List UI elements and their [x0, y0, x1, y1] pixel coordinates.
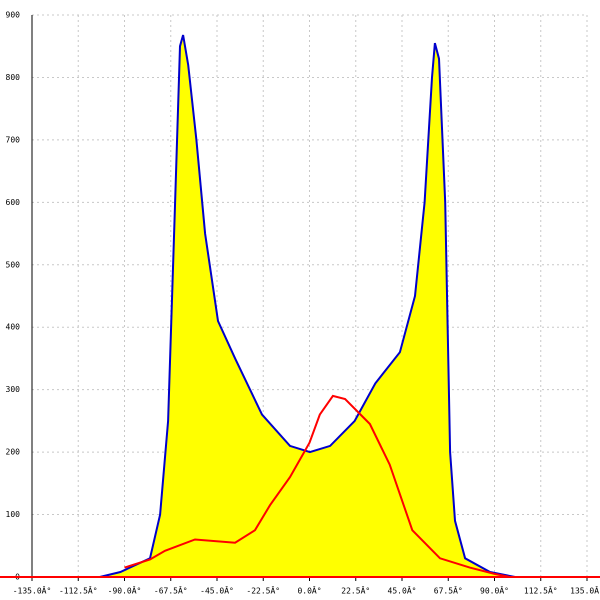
x-tick-label: 45.0Â° [388, 585, 417, 596]
x-tick-label: 90.0Â° [480, 585, 509, 596]
y-tick-label: 800 [6, 73, 21, 82]
y-tick-label: 100 [6, 510, 21, 519]
line [99, 34, 516, 578]
x-tick-label: -112.5Â° [59, 585, 98, 596]
x-tick-label: 112.5Â° [524, 585, 558, 596]
x-tick-label: 135.0Â° [570, 585, 600, 596]
y-tick-label: 700 [6, 135, 21, 144]
x-tick-label: -22.5Â° [246, 585, 280, 596]
y-tick-label: 300 [6, 385, 21, 394]
y-tick-label: 600 [6, 198, 21, 207]
y-tick-label: 400 [6, 323, 21, 332]
x-tick-label: -67.5Â° [154, 585, 188, 596]
line [124, 394, 511, 578]
x-tick-label: 22.5Â° [341, 585, 370, 596]
x-tick-label: 0.0Â° [297, 585, 321, 596]
x-tick-label: -45.0Â° [200, 585, 234, 596]
area [99, 35, 516, 577]
y-tick-label: 900 [6, 11, 21, 20]
y-tick-label: 500 [6, 260, 21, 269]
x-tick-label: -135.0Â° [13, 585, 52, 596]
x-tick-label: 67.5Â° [434, 585, 463, 596]
y-tick-label: 200 [6, 448, 21, 457]
x-tick-label: -90.0Â° [108, 585, 142, 596]
